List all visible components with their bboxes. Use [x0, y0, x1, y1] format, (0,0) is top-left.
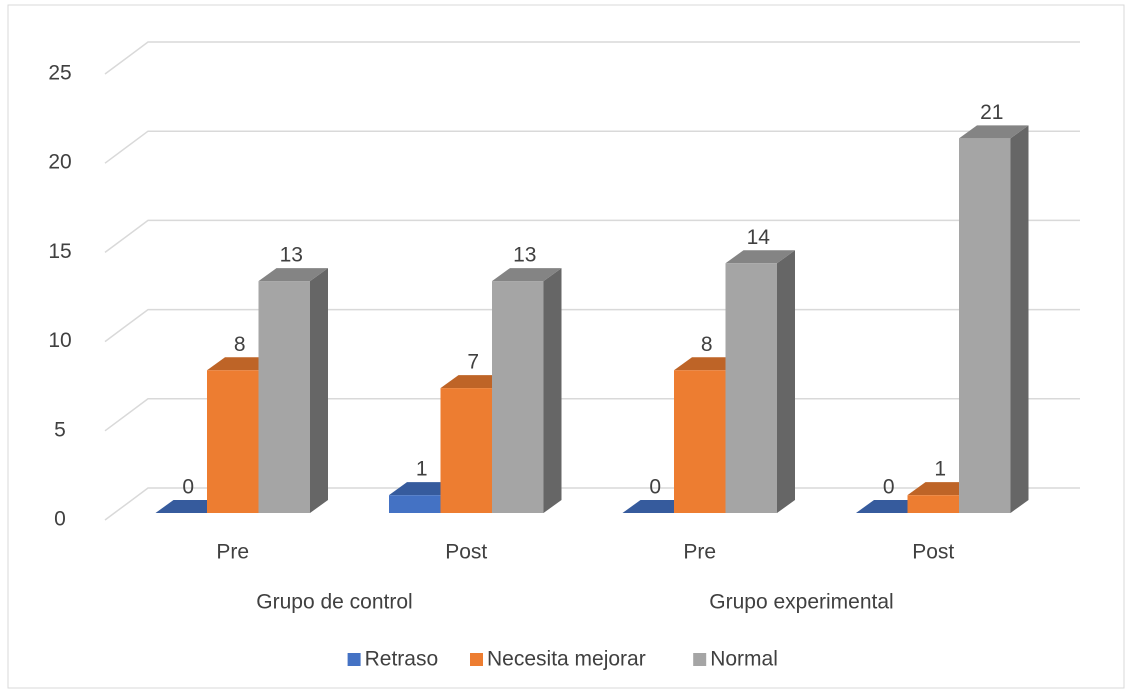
data-label: 1 — [934, 458, 946, 481]
bar-side — [1010, 125, 1029, 514]
data-label: 1 — [416, 458, 428, 481]
bar-front — [440, 388, 492, 513]
bar-side — [777, 250, 795, 514]
data-label: 0 — [649, 476, 661, 499]
bar — [725, 250, 795, 514]
bar-side — [310, 268, 328, 513]
legend-swatch — [470, 653, 483, 666]
group-label: Grupo de control — [256, 591, 412, 614]
legend-label: Normal — [710, 648, 778, 671]
y-tick-label: 10 — [48, 329, 71, 352]
bar-front — [959, 138, 1011, 514]
bar-front — [207, 370, 259, 513]
group-label: Grupo experimental — [709, 591, 893, 614]
data-label: 8 — [234, 333, 246, 356]
bar-front — [725, 263, 777, 513]
bar-front — [492, 281, 544, 513]
grid-line — [104, 219, 1080, 254]
data-label: 13 — [280, 244, 303, 267]
data-label: 14 — [747, 226, 771, 249]
x-tick-label: Pre — [683, 541, 716, 564]
data-label: 0 — [182, 476, 194, 499]
data-label: 7 — [467, 351, 479, 374]
grid-line — [104, 130, 1080, 164]
bar-top — [258, 268, 328, 282]
x-tick-label: Post — [912, 541, 954, 564]
legend-label: Retraso — [365, 648, 439, 671]
data-label: 8 — [701, 333, 713, 356]
legend-swatch — [347, 653, 361, 666]
chart-border — [7, 4, 1125, 689]
x-tick-label: Pre — [216, 541, 249, 564]
bar-top — [492, 268, 562, 282]
bar-top — [725, 250, 795, 264]
data-label: 13 — [513, 244, 536, 267]
bar-top — [959, 125, 1029, 139]
y-tick-label: 15 — [48, 240, 71, 263]
bar — [959, 125, 1029, 514]
data-label: 0 — [883, 476, 895, 499]
legend-swatch — [693, 653, 707, 666]
bar — [258, 268, 328, 513]
x-tick-label: Post — [445, 541, 487, 564]
bar-front — [258, 281, 310, 513]
y-tick-label: 20 — [48, 151, 71, 174]
data-label: 21 — [980, 101, 1003, 124]
legend-label: Necesita mejorar — [487, 648, 646, 671]
bar-front — [674, 370, 726, 513]
y-tick-label: 25 — [48, 62, 71, 85]
y-tick-label: 0 — [54, 508, 66, 531]
bar — [492, 268, 562, 513]
y-tick-label: 5 — [54, 418, 66, 441]
grid-line — [104, 41, 1080, 75]
bar-side — [543, 268, 562, 513]
bar-front — [907, 495, 959, 513]
bar-front — [389, 495, 441, 513]
